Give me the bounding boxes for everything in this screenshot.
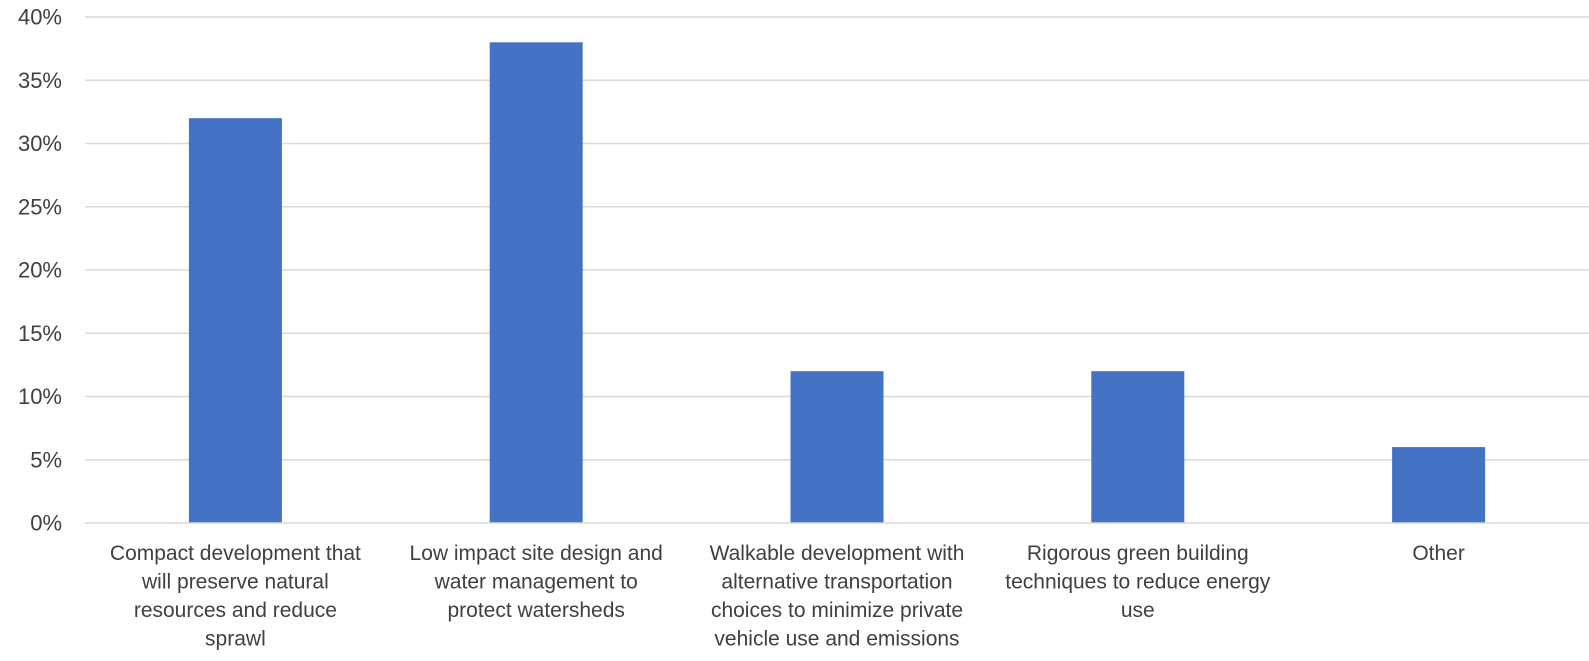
gridlines: [85, 16, 1589, 461]
x-tick-label-line: water management to: [434, 570, 638, 593]
y-tick-label: 30%: [18, 131, 62, 156]
x-tick-label: Other: [1412, 542, 1465, 565]
x-tick-label-line: resources and reduce: [134, 599, 337, 622]
y-tick-label: 0%: [30, 511, 62, 536]
bar-1: [188, 118, 282, 523]
x-tick-label-line: Low impact site design and: [410, 542, 663, 565]
x-axis-tick-labels: Compact development that will preserve na…: [110, 542, 1465, 651]
y-axis-tick-labels: 0% 5% 10% 15% 20% 25% 30% 35% 40%: [18, 5, 62, 536]
bars: [188, 42, 1486, 524]
x-tick-label-line: use: [1121, 599, 1155, 622]
x-tick-label-line: choices to minimize private: [711, 599, 963, 622]
x-tick-label: Walkable development with alternative tra…: [710, 542, 965, 651]
y-tick-label: 20%: [18, 258, 62, 283]
bar-2: [489, 42, 583, 524]
x-tick-label: Compact development that will preserve na…: [110, 542, 361, 651]
y-tick-label: 25%: [18, 194, 62, 219]
y-tick-label: 5%: [30, 447, 62, 472]
y-tick-label: 35%: [18, 68, 62, 93]
x-tick-label-line: will preserve natural: [141, 570, 329, 593]
y-tick-label: 10%: [18, 384, 62, 409]
x-tick-label: Rigorous green building techniques to red…: [1005, 542, 1271, 622]
x-tick-label-line: alternative transportation: [721, 570, 952, 593]
x-tick-label-line: sprawl: [205, 627, 266, 650]
x-tick-label-line: protect watersheds: [447, 599, 624, 622]
y-tick-label: 15%: [18, 321, 62, 346]
y-tick-label: 40%: [18, 5, 62, 30]
bar-5: [1392, 447, 1486, 523]
x-tick-label-line: Other: [1412, 542, 1465, 565]
x-tick-label-line: Rigorous green building: [1027, 542, 1249, 565]
x-tick-label-line: vehicle use and emissions: [714, 627, 959, 650]
x-tick-label-line: techniques to reduce energy: [1005, 570, 1271, 593]
x-tick-label-line: Walkable development with: [710, 542, 965, 565]
bar-4: [1091, 371, 1185, 523]
x-tick-label-line: Compact development that: [110, 542, 361, 565]
x-tick-label: Low impact site design and water manageme…: [410, 542, 663, 622]
bar-3: [790, 371, 884, 523]
